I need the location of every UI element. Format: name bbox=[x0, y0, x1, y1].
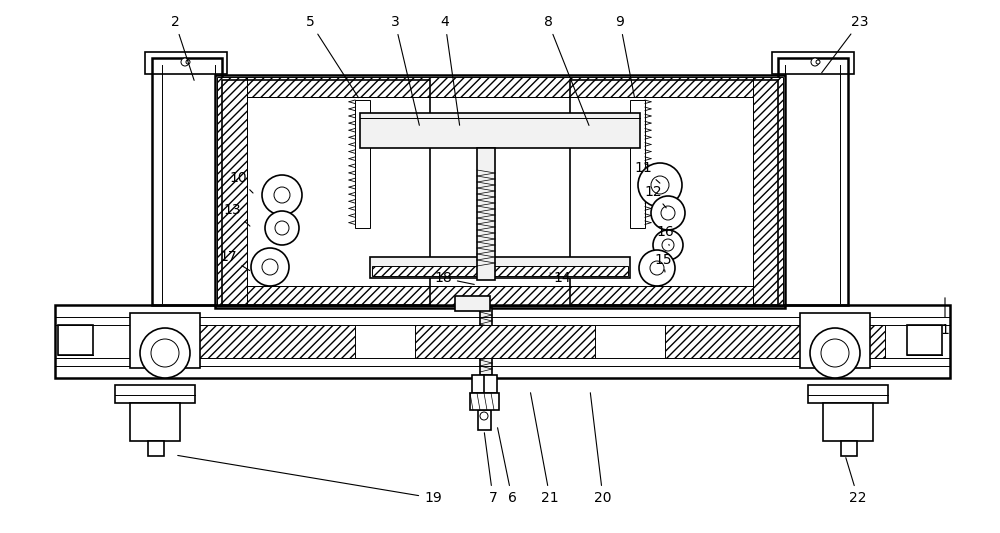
Text: 6: 6 bbox=[498, 427, 516, 505]
Circle shape bbox=[181, 58, 189, 66]
Circle shape bbox=[821, 339, 849, 367]
Circle shape bbox=[651, 176, 669, 194]
Circle shape bbox=[811, 58, 819, 66]
Bar bbox=[130, 313, 200, 368]
Bar bbox=[55, 305, 950, 378]
Text: 8: 8 bbox=[544, 15, 589, 125]
Text: 2: 2 bbox=[171, 15, 194, 80]
Bar bbox=[800, 313, 870, 368]
Bar bbox=[665, 325, 885, 358]
Text: 19: 19 bbox=[178, 456, 442, 505]
Circle shape bbox=[662, 239, 674, 251]
Circle shape bbox=[650, 261, 664, 275]
Text: 20: 20 bbox=[590, 393, 612, 505]
Text: 4: 4 bbox=[441, 15, 460, 125]
Text: 11: 11 bbox=[634, 161, 660, 183]
Text: 13: 13 bbox=[223, 203, 250, 226]
Bar bbox=[370, 257, 630, 278]
Bar bbox=[247, 77, 753, 97]
Bar bbox=[907, 325, 942, 355]
Bar bbox=[778, 58, 848, 305]
Bar bbox=[480, 308, 492, 375]
Bar bbox=[455, 296, 490, 311]
Bar bbox=[247, 286, 753, 306]
Circle shape bbox=[810, 328, 860, 378]
Circle shape bbox=[262, 175, 302, 215]
Bar bbox=[152, 58, 222, 305]
Text: 14: 14 bbox=[550, 271, 571, 285]
Bar bbox=[372, 266, 628, 276]
Bar bbox=[415, 325, 595, 358]
Circle shape bbox=[151, 339, 179, 367]
Text: 7: 7 bbox=[484, 433, 497, 505]
Bar bbox=[360, 113, 640, 148]
Circle shape bbox=[653, 230, 683, 260]
Circle shape bbox=[262, 259, 278, 275]
Bar bbox=[58, 325, 93, 355]
Text: 9: 9 bbox=[616, 15, 634, 97]
Bar bbox=[808, 385, 888, 403]
Circle shape bbox=[639, 250, 675, 286]
Bar bbox=[477, 148, 495, 280]
Circle shape bbox=[651, 196, 685, 230]
Bar bbox=[630, 100, 645, 228]
Text: 3: 3 bbox=[391, 15, 419, 125]
Bar bbox=[823, 403, 873, 441]
Bar bbox=[130, 403, 180, 441]
Bar bbox=[222, 80, 430, 305]
Bar bbox=[135, 325, 355, 358]
Text: 15: 15 bbox=[654, 253, 672, 272]
Circle shape bbox=[251, 248, 289, 286]
Text: 5: 5 bbox=[306, 15, 359, 98]
Text: 12: 12 bbox=[644, 185, 666, 208]
Circle shape bbox=[638, 163, 682, 207]
Circle shape bbox=[186, 60, 190, 64]
Circle shape bbox=[265, 211, 299, 245]
Circle shape bbox=[661, 206, 675, 220]
Bar bbox=[772, 52, 854, 74]
Bar bbox=[841, 441, 857, 456]
Text: 17: 17 bbox=[219, 250, 250, 271]
Bar bbox=[148, 441, 164, 456]
Bar bbox=[355, 100, 370, 228]
Bar bbox=[145, 52, 227, 74]
Text: 10: 10 bbox=[229, 171, 253, 193]
Bar bbox=[217, 77, 247, 306]
Circle shape bbox=[274, 187, 290, 203]
Bar bbox=[472, 375, 497, 393]
Text: 16: 16 bbox=[656, 225, 674, 245]
Bar bbox=[753, 77, 783, 306]
Bar bbox=[478, 410, 491, 430]
Circle shape bbox=[140, 328, 190, 378]
Bar bbox=[570, 80, 778, 305]
Text: 22: 22 bbox=[846, 458, 867, 505]
Text: 1: 1 bbox=[941, 298, 949, 337]
Circle shape bbox=[275, 221, 289, 235]
Circle shape bbox=[816, 60, 820, 64]
Text: 18: 18 bbox=[434, 271, 474, 285]
Bar bbox=[470, 393, 499, 410]
Text: 23: 23 bbox=[822, 15, 869, 73]
Circle shape bbox=[480, 412, 488, 420]
Bar bbox=[115, 385, 195, 403]
Bar bbox=[215, 75, 785, 308]
Text: 21: 21 bbox=[531, 393, 559, 505]
